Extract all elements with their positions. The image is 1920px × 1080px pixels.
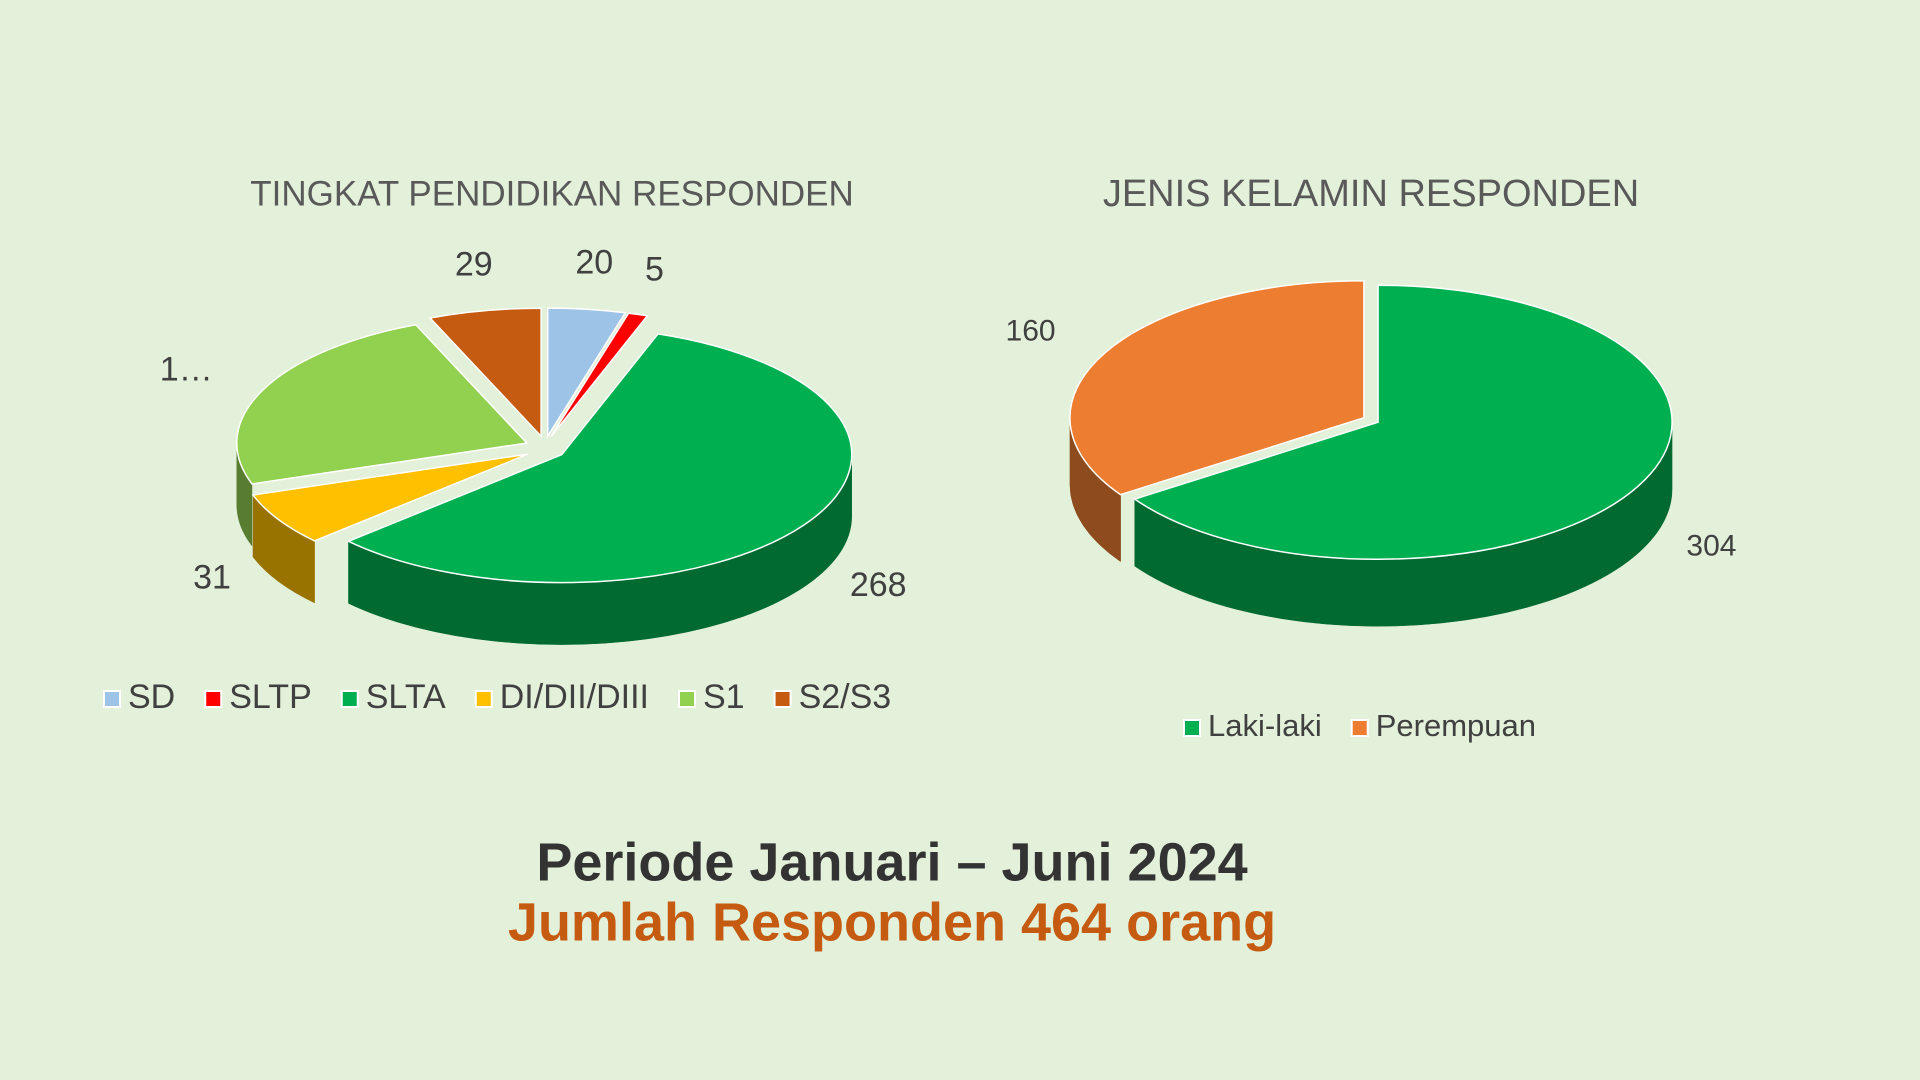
slice	[236, 323, 529, 485]
data-label: 5	[645, 251, 664, 289]
legend-swatch	[204, 690, 223, 708]
slice	[1069, 280, 1365, 496]
legend-swatch	[340, 690, 359, 708]
data-label: 29	[455, 246, 493, 284]
legend-swatch	[1350, 719, 1369, 737]
legend-label: Perempuan	[1376, 708, 1536, 743]
data-label: 1…	[160, 350, 213, 388]
data-label: 20	[575, 244, 613, 282]
data-label: 268	[850, 566, 907, 604]
data-label: 31	[193, 558, 231, 596]
legend-label: S2/S3	[799, 678, 892, 716]
legend-label: Laki-laki	[1208, 708, 1322, 743]
legend-swatch	[1183, 719, 1201, 737]
legend-swatch	[103, 690, 121, 708]
footer-total: Jumlah Responden 464 orang	[508, 892, 1276, 952]
slice	[550, 312, 649, 438]
legend-label: S1	[703, 678, 745, 716]
data-label: 160	[1006, 314, 1056, 347]
legend-swatch	[677, 690, 696, 708]
slice	[251, 453, 529, 542]
data-label: 304	[1686, 530, 1736, 563]
footer-period: Periode Januari – Juni 2024	[536, 832, 1247, 892]
legend-label: DI/DII/DIII	[500, 678, 649, 716]
legend-swatch	[474, 690, 493, 708]
slice	[346, 333, 853, 584]
chart-title: JENIS KELAMIN RESPONDEN	[1103, 173, 1639, 215]
legend-label: SLTP	[229, 678, 312, 716]
legend-label: SLTA	[366, 678, 446, 716]
legend-label: SD	[128, 678, 175, 716]
slice	[546, 307, 627, 439]
slice	[428, 307, 542, 439]
legend-swatch	[773, 690, 792, 708]
chart-title: TINGKAT PENDIDIKAN RESPONDEN	[250, 174, 854, 213]
slice	[1133, 284, 1673, 560]
